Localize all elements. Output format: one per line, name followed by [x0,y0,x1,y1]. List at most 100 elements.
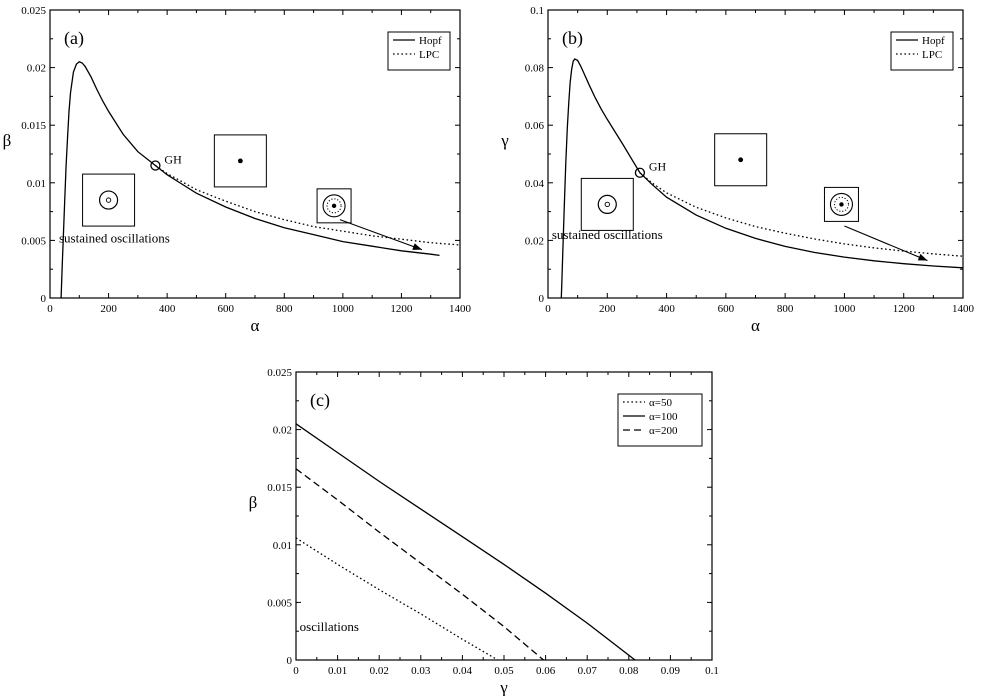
x-tick-label: 0.06 [536,665,556,677]
y-tick-label: 0.015 [21,120,46,132]
legend-label: α=100 [649,411,678,423]
x-tick-label: 0.08 [619,665,639,677]
series-line-lpc [639,172,963,257]
series-line-lpc [155,164,460,246]
y-tick-label: 0.025 [21,5,46,17]
x-tick-label: 1000 [332,303,355,315]
inset-unstable-point [604,201,610,208]
arrow-head [917,253,928,261]
series-line--200 [296,468,544,660]
y-axis-label: γ [500,131,509,150]
plot-frame [49,9,461,299]
y-tick-label: 0.005 [21,235,46,247]
inset-outer-ring [829,192,854,216]
y-tick-label: 0.02 [27,63,46,75]
x-axis-label: γ [499,678,508,696]
x-tick-label: 1200 [390,303,413,315]
series-line-hopf [60,61,440,298]
y-tick-label: 0 [539,293,545,305]
region-annotation: sustained oscillations [59,231,170,246]
gh-label: GH [164,153,182,167]
legend-box [617,393,703,447]
x-tick-label: 1400 [952,303,975,315]
panel-label: (a) [64,28,84,49]
x-tick-label: 600 [718,303,735,315]
series-line-hopf [560,58,963,298]
y-tick-label: 0.02 [273,425,292,437]
panel-label: (b) [562,28,583,49]
y-tick-label: 0.01 [27,178,46,190]
inset-limit-cycle-ring [98,190,119,210]
x-tick-label: 1000 [833,303,856,315]
gh-point-marker [634,167,646,178]
x-axis-label: α [751,316,760,335]
x-tick-label: 400 [159,303,176,315]
x-tick-label: 0.05 [494,665,514,677]
legend-label: α=50 [649,397,672,409]
inset-stable-point [237,158,243,164]
chart-panel-3: 0 0.01 0.02 0.03 0.04 0.05 0.06 0.07 0.08 0.09 0.1… [249,367,719,696]
x-tick-label: 1400 [449,303,472,315]
x-tick-label: 0 [293,665,299,677]
legend-label: Hopf [922,35,945,47]
x-tick-label: 600 [217,303,234,315]
y-tick-label: 0.04 [525,178,545,190]
y-tick-label: 0.01 [273,540,292,552]
inset-outer-ring [322,194,346,218]
arrow-head [412,243,422,250]
y-tick-label: 0.025 [267,367,292,379]
x-tick-label: 800 [777,303,794,315]
y-tick-label: 0.005 [267,597,292,609]
inset-stable-point [839,202,844,207]
x-tick-label: 800 [276,303,293,315]
region-annotation: oscillations [300,619,359,634]
chart-panel-2: 0 200 400 600 800 1000 1200 1400 0 0.02 0.04 0.06 0.… [500,5,974,335]
y-tick-label: 0.08 [525,63,545,75]
y-tick-label: 0.015 [267,482,292,494]
pointer-arrow [339,219,423,251]
plot-frame [547,9,964,299]
x-tick-label: 400 [658,303,675,315]
x-axis-label: α [251,316,260,335]
y-axis-label: β [3,131,12,150]
x-tick-label: 200 [100,303,117,315]
x-tick-label: 0.01 [328,665,347,677]
x-tick-label: 0 [47,303,53,315]
x-tick-label: 0.09 [661,665,681,677]
chart-panel-1: 0 200 400 600 800 1000 1200 1400 0 0.005 0.01 0.015… [3,5,472,335]
x-tick-label: 0.1 [705,665,719,677]
legend-box [890,31,954,71]
legend-box [387,31,451,71]
inset-unstable-point [105,197,112,203]
x-tick-label: 0.07 [578,665,598,677]
y-tick-label: 0 [41,293,47,305]
x-tick-label: 0.04 [453,665,473,677]
y-axis-label: β [249,493,258,512]
gh-label: GH [649,160,667,174]
series-line--100 [296,423,636,660]
x-tick-label: 200 [599,303,616,315]
series-line--50 [296,537,499,660]
inset-stable-point [738,157,744,163]
plot-frame [295,371,713,661]
inset-dotted-ring [833,196,849,212]
y-tick-label: 0.1 [530,5,544,17]
y-tick-label: 0.02 [525,235,544,247]
legend-label: α=200 [649,425,678,437]
inset-stable-point [331,203,337,209]
inset-dotted-ring [326,198,342,214]
pointer-arrow [844,225,928,262]
panel-label: (c) [310,390,330,411]
x-tick-label: 0.02 [370,665,389,677]
legend-label: Hopf [419,35,442,47]
legend-label: LPC [419,49,439,61]
y-tick-label: 0.06 [525,120,545,132]
y-tick-label: 0 [287,655,293,667]
gh-point-marker [150,160,161,171]
region-annotation: sustained oscillations [552,227,663,242]
inset-limit-cycle-ring [597,194,617,214]
x-tick-label: 0 [545,303,551,315]
x-tick-label: 1200 [893,303,916,315]
legend-label: LPC [922,49,942,61]
